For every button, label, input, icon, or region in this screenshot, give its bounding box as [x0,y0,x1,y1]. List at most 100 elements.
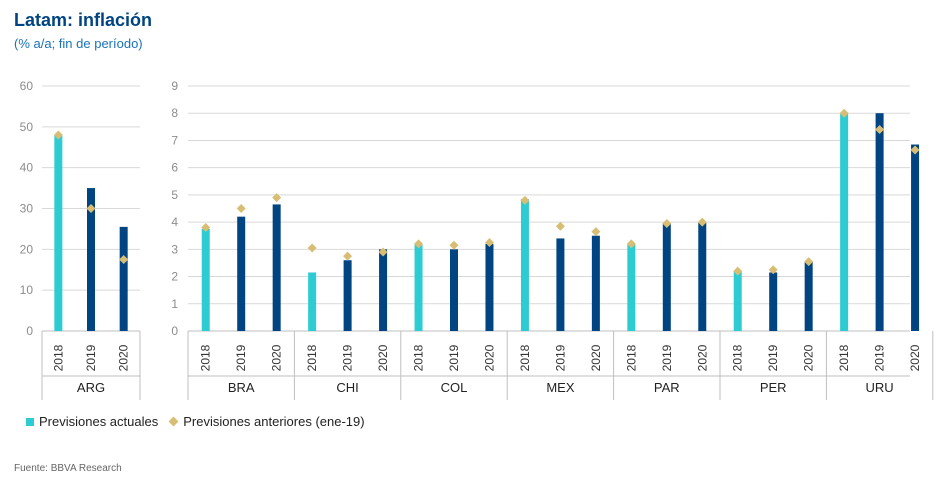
marker-previous-par-2018 [626,239,636,249]
legend-label-actual: Previsiones actuales [39,414,159,429]
inflation-chart: 0 10 20 30 40 50 60 2018 2019 2020 ARG 0 1 2 3 4 5 6 7 8 9 20… [20,79,934,400]
bar-col-2019 [450,249,458,331]
bar-arg-2018 [54,135,63,331]
year-label-bra-2018: 2018 [199,344,213,371]
bar-chi-2018 [308,272,317,331]
marker-previous-per-2018 [733,266,743,276]
bar-bra-2020 [272,204,281,331]
year-label-col-2019: 2019 [447,344,461,371]
year-label-uru-2018: 2018 [837,344,851,371]
year-label-arg-2020: 2020 [117,344,131,371]
bar-bra-2019 [237,216,246,331]
bar-chi-2020 [379,249,388,331]
ytick-label-left-4: 40 [20,161,34,175]
bar-per-2018 [733,271,742,331]
ytick-label-right-5: 5 [171,188,178,202]
marker-previous-par-2019 [662,218,672,228]
marker-previous-par-2020 [697,217,707,227]
chart-subtitle: (% a/a; fin de período) [14,36,143,51]
legend-diamond-previous [168,416,179,427]
marker-previous-chi-2019 [343,251,353,261]
ytick-label-right-3: 3 [171,242,178,256]
legend-label-previous: Previsiones anteriores (ene-19) [183,414,365,429]
legend-item-actual: Previsiones actuales [26,414,158,429]
year-label-col-2020: 2020 [482,344,496,371]
country-label-chi: CHI [336,380,358,395]
bar-mex-2019 [556,238,565,331]
marker-previous-per-2020 [804,257,814,267]
ytick-label-right-6: 6 [171,161,178,175]
ytick-label-left-6: 60 [20,79,34,93]
marker-previous-arg-2019 [86,204,96,213]
marker-previous-arg-2018 [53,130,63,140]
bar-col-2020 [485,243,494,331]
country-label-bra: BRA [228,380,255,395]
ytick-label-right-2: 2 [171,270,178,284]
ytick-label-right-1: 1 [171,297,178,311]
ytick-label-right-4: 4 [171,215,178,229]
marker-previous-per-2019 [768,265,778,275]
marker-previous-bra-2020 [272,193,282,203]
bar-chi-2019 [343,260,352,331]
ytick-label-right-9: 9 [171,79,178,93]
marker-previous-chi-2020 [378,247,388,257]
marker-previous-col-2018 [414,239,424,249]
bar-per-2020 [804,261,813,331]
year-label-bra-2020: 2020 [270,344,284,371]
bar-mex-2020 [591,235,600,331]
ytick-label-left-5: 50 [20,120,34,134]
year-label-mex-2020: 2020 [589,344,603,371]
marker-previous-uru-2019 [875,125,885,135]
year-label-par-2020: 2020 [695,344,709,371]
year-label-chi-2018: 2018 [305,344,319,371]
bar-uru-2020 [911,144,920,331]
country-label-uru: URU [866,380,894,395]
marker-previous-mex-2020 [591,227,601,237]
year-label-bra-2019: 2019 [234,344,248,371]
marker-previous-arg-2020 [119,255,129,265]
legend-item-previous: Previsiones anteriores (ene-19) [168,414,365,429]
marker-previous-col-2020 [484,238,494,248]
bar-arg-2020 [119,226,128,331]
marker-previous-mex-2018 [520,195,530,205]
bar-uru-2018 [840,113,849,331]
chart-title: Latam: inflación [14,10,153,30]
year-label-par-2019: 2019 [660,344,674,371]
country-label-col: COL [441,380,468,395]
marker-previous-uru-2020 [910,145,920,155]
year-label-per-2020: 2020 [802,344,816,371]
marker-previous-bra-2018 [201,223,211,233]
ytick-label-left-3: 30 [20,202,34,216]
marker-previous-mex-2019 [555,221,565,231]
year-label-chi-2019: 2019 [341,344,355,371]
country-label-mex: MEX [546,380,575,395]
ytick-label-right-8: 8 [171,106,178,120]
bar-mex-2018 [520,198,529,331]
country-label-per: PER [760,380,787,395]
bar-col-2018 [414,243,423,331]
bar-uru-2019 [875,113,884,331]
country-label-arg: ARG [77,380,105,395]
legend-swatch-actual [26,417,34,426]
marker-previous-col-2019 [449,240,459,250]
ytick-label-left-0: 0 [26,324,33,338]
source-note: Fuente: BBVA Research [14,463,122,474]
ytick-label-left-2: 20 [20,242,34,256]
marker-previous-bra-2019 [236,204,246,213]
year-label-uru-2020: 2020 [908,344,922,371]
ytick-label-left-1: 10 [20,283,34,297]
bar-bra-2018 [201,228,210,331]
marker-previous-uru-2018 [839,108,849,118]
marker-previous-chi-2018 [307,243,317,253]
year-label-per-2018: 2018 [731,344,745,371]
year-label-arg-2019: 2019 [84,344,98,371]
bar-arg-2019 [87,188,95,331]
bar-par-2019 [662,223,671,331]
year-label-par-2018: 2018 [624,344,638,371]
bar-par-2020 [698,222,707,331]
country-label-par: PAR [654,380,680,395]
year-label-mex-2019: 2019 [553,344,567,371]
ytick-label-right-0: 0 [171,324,178,338]
bar-par-2018 [627,243,636,331]
year-label-per-2019: 2019 [766,344,780,371]
